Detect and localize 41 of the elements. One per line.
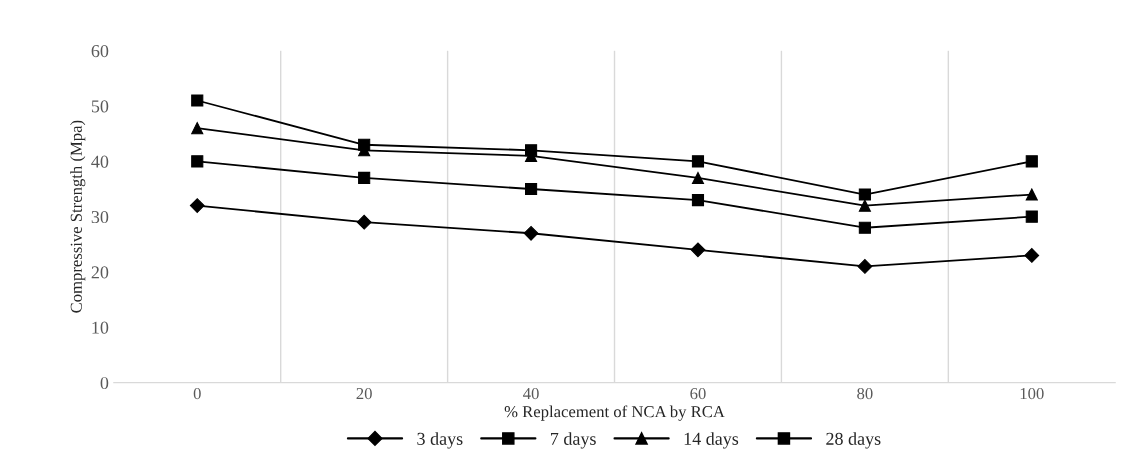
- point: [690, 242, 706, 258]
- point: [523, 225, 539, 241]
- y-tick-label: 20: [91, 266, 109, 279]
- y-tick-label: 10: [92, 321, 109, 334]
- point: [691, 194, 705, 207]
- legend-label: 28 days: [826, 432, 881, 449]
- legend-label: 7 days: [551, 432, 596, 449]
- point: [858, 188, 871, 201]
- x-tick-label: 100: [1020, 387, 1044, 400]
- point: [1025, 210, 1038, 223]
- point: [189, 198, 205, 213]
- y-tick-label: 60: [91, 44, 109, 58]
- point: [524, 182, 538, 196]
- point: [1024, 248, 1040, 263]
- point: [691, 155, 705, 168]
- x-tick-label: 80: [857, 387, 873, 400]
- y-tick-label: 30: [91, 210, 109, 224]
- x-tick-label: 60: [690, 387, 706, 400]
- y-axis-title: Compressive Strength (Mpa): [70, 120, 86, 313]
- legend-label: 14 days: [684, 432, 739, 449]
- x-tick-label: 20: [356, 387, 372, 400]
- y-tick-label: 50: [91, 100, 109, 113]
- point: [691, 171, 705, 185]
- point: [1025, 155, 1038, 168]
- y-tick-label: 0: [100, 376, 109, 390]
- legend-label: 3 days: [417, 432, 463, 449]
- point: [356, 214, 372, 230]
- x-axis-title: % Replacement of NCA by RCA: [504, 405, 725, 421]
- point: [1025, 188, 1038, 201]
- point: [857, 259, 873, 274]
- point: [858, 199, 871, 212]
- point: [191, 155, 204, 168]
- point: [358, 171, 371, 185]
- point: [358, 138, 371, 151]
- x-tick-label: 0: [193, 387, 201, 400]
- point: [191, 94, 204, 107]
- point: [524, 144, 538, 157]
- y-tick-label: 40: [91, 155, 109, 168]
- point: [858, 221, 871, 234]
- point: [191, 122, 204, 135]
- x-tick-label: 40: [523, 387, 539, 400]
